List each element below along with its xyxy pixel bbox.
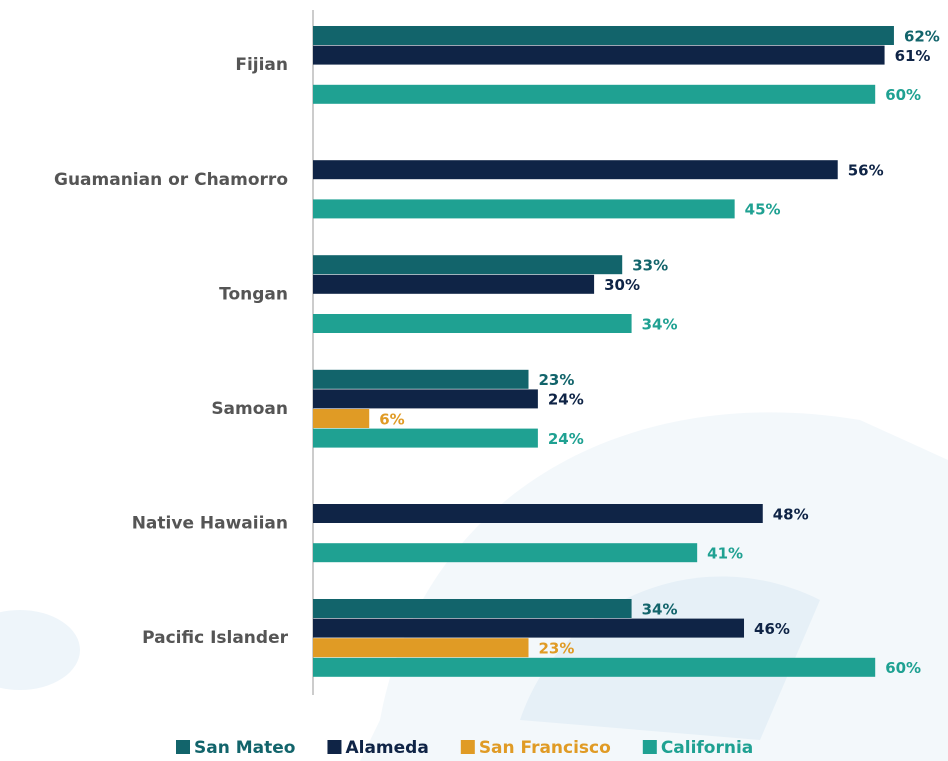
category-label: Pacific Islander	[142, 628, 289, 648]
value-label: 56%	[848, 162, 884, 180]
category-label: Guamanian or Chamorro	[54, 170, 288, 190]
value-label: 23%	[539, 371, 575, 389]
bar	[313, 160, 838, 180]
legend-swatch	[327, 740, 342, 754]
value-label: 41%	[707, 545, 743, 563]
value-label: 48%	[773, 505, 809, 523]
bar	[313, 369, 529, 389]
bar	[313, 389, 538, 409]
value-label: 61%	[895, 47, 931, 65]
category-label: Samoan	[211, 399, 288, 419]
bar	[313, 314, 632, 333]
legend-swatch	[176, 740, 190, 754]
legend-label: San Mateo	[194, 738, 295, 758]
value-label: 60%	[885, 659, 921, 677]
bar	[313, 657, 876, 677]
value-label: 46%	[754, 620, 790, 638]
value-label: 34%	[642, 600, 678, 618]
value-label: 6%	[379, 410, 404, 428]
bar	[313, 45, 885, 65]
legend-label: California	[661, 738, 753, 758]
bar	[313, 409, 370, 428]
value-label: 24%	[548, 391, 584, 409]
legend-label: San Francisco	[479, 738, 611, 758]
bar	[313, 84, 876, 104]
value-label: 23%	[539, 640, 575, 658]
bar	[313, 638, 529, 658]
category-label: Fijian	[235, 55, 288, 75]
bar	[313, 599, 632, 618]
bar	[313, 26, 894, 45]
bar	[313, 274, 595, 294]
legend-swatch	[460, 740, 475, 754]
bar	[313, 618, 745, 638]
background-decoration	[0, 412, 948, 761]
bar	[313, 504, 763, 523]
category-label: Tongan	[219, 284, 288, 304]
value-label: 33%	[632, 257, 668, 275]
bar	[313, 255, 623, 275]
bar	[313, 428, 538, 448]
value-label: 62%	[904, 27, 940, 45]
value-label: 60%	[885, 86, 921, 104]
value-label: 30%	[604, 276, 640, 294]
value-label: 24%	[548, 430, 584, 448]
legend-label: Alameda	[345, 738, 428, 758]
category-label: Native Hawaiian	[132, 514, 288, 534]
value-label: 45%	[745, 201, 781, 219]
bar	[313, 543, 698, 563]
legend-swatch	[642, 740, 657, 754]
value-label: 34%	[642, 315, 678, 333]
bar	[313, 199, 735, 219]
